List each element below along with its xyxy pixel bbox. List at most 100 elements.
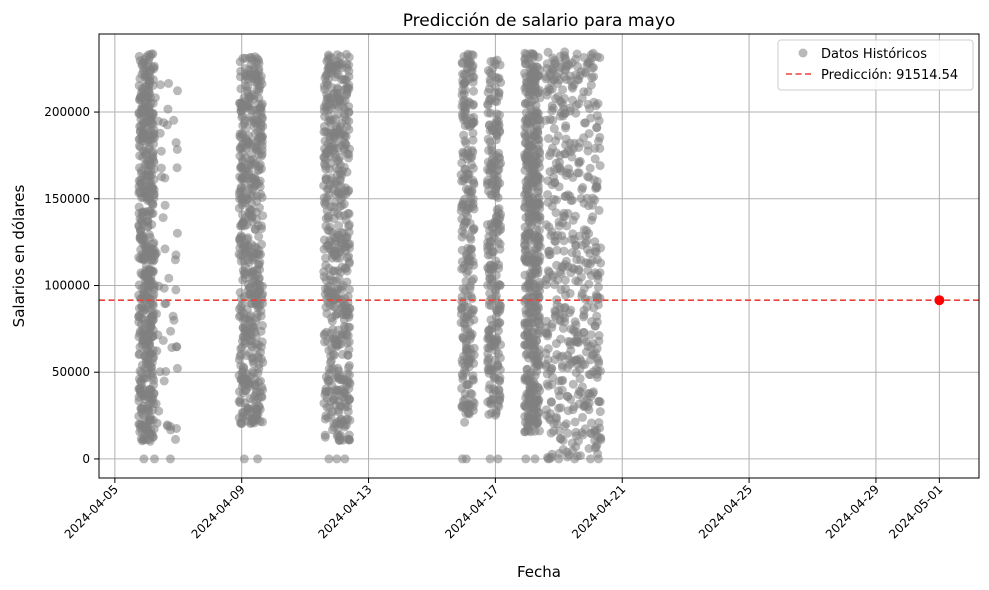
data-point bbox=[457, 264, 467, 274]
data-point bbox=[254, 352, 264, 362]
data-point bbox=[459, 222, 469, 232]
data-point bbox=[560, 275, 570, 285]
data-point bbox=[457, 214, 467, 224]
data-point bbox=[579, 327, 589, 337]
data-point bbox=[137, 436, 147, 446]
data-point bbox=[484, 353, 494, 363]
data-point bbox=[137, 69, 147, 79]
data-point bbox=[578, 412, 587, 422]
data-point bbox=[163, 104, 173, 114]
data-point bbox=[172, 363, 182, 373]
data-point bbox=[242, 331, 252, 341]
data-point bbox=[543, 381, 553, 391]
data-point bbox=[526, 300, 536, 309]
data-point bbox=[141, 407, 151, 417]
data-point bbox=[236, 302, 246, 312]
data-point bbox=[495, 60, 505, 70]
data-point bbox=[493, 193, 503, 203]
data-point bbox=[549, 124, 559, 134]
data-point bbox=[240, 379, 250, 389]
data-point bbox=[553, 131, 563, 141]
data-point bbox=[245, 211, 254, 221]
data-point bbox=[546, 397, 556, 407]
data-point bbox=[544, 250, 554, 260]
data-point bbox=[582, 302, 592, 312]
data-point bbox=[328, 248, 338, 258]
data-point bbox=[134, 252, 144, 262]
data-point bbox=[322, 94, 332, 104]
data-point bbox=[162, 120, 172, 130]
data-point bbox=[329, 145, 339, 155]
data-point bbox=[483, 175, 493, 185]
data-point bbox=[135, 121, 145, 131]
data-point bbox=[329, 302, 339, 312]
data-point bbox=[592, 369, 602, 379]
data-point bbox=[148, 267, 158, 277]
data-point bbox=[591, 242, 601, 252]
data-point bbox=[331, 400, 341, 410]
data-point bbox=[483, 237, 493, 247]
data-point bbox=[155, 367, 165, 377]
data-point bbox=[144, 144, 154, 154]
data-point bbox=[331, 339, 340, 349]
data-point bbox=[329, 99, 339, 109]
data-point bbox=[491, 150, 501, 160]
data-point bbox=[588, 255, 597, 265]
data-point bbox=[241, 323, 251, 333]
data-point bbox=[340, 109, 349, 119]
data-point bbox=[330, 266, 340, 276]
data-point bbox=[581, 258, 591, 268]
data-point bbox=[571, 427, 581, 437]
data-point bbox=[556, 269, 566, 279]
data-point bbox=[252, 297, 262, 307]
data-point bbox=[561, 134, 571, 144]
data-point bbox=[469, 86, 478, 96]
data-point bbox=[136, 168, 146, 178]
data-point bbox=[494, 160, 504, 170]
data-point bbox=[574, 158, 584, 168]
data-point bbox=[595, 293, 605, 303]
data-point bbox=[589, 303, 599, 313]
data-point bbox=[523, 390, 533, 400]
data-point bbox=[570, 454, 580, 464]
data-point bbox=[493, 361, 503, 371]
data-point bbox=[467, 389, 477, 399]
data-point bbox=[520, 320, 530, 330]
data-point bbox=[547, 106, 557, 116]
data-point bbox=[236, 66, 246, 76]
data-point bbox=[342, 232, 352, 242]
data-point bbox=[530, 426, 540, 436]
data-point bbox=[595, 53, 605, 63]
data-point bbox=[237, 175, 247, 184]
x-tick-label: 2024-04-17 bbox=[442, 482, 501, 541]
data-point bbox=[495, 212, 505, 222]
data-point bbox=[487, 70, 497, 80]
data-point bbox=[488, 277, 498, 287]
data-point bbox=[135, 294, 145, 304]
data-point bbox=[464, 401, 473, 411]
x-tick-label: 2024-04-05 bbox=[62, 482, 121, 541]
data-point bbox=[584, 444, 594, 453]
data-point bbox=[588, 200, 597, 210]
data-point bbox=[554, 182, 564, 192]
data-point bbox=[460, 417, 470, 427]
data-point bbox=[334, 407, 344, 417]
data-point bbox=[587, 63, 597, 73]
data-point bbox=[465, 218, 475, 228]
data-point bbox=[521, 154, 531, 164]
data-point bbox=[467, 294, 477, 304]
data-point bbox=[331, 189, 341, 199]
data-point bbox=[255, 265, 265, 275]
data-point bbox=[587, 418, 596, 428]
data-point bbox=[467, 276, 477, 286]
data-point bbox=[251, 282, 261, 292]
data-point bbox=[334, 386, 344, 395]
data-point bbox=[140, 305, 150, 314]
data-point bbox=[134, 141, 144, 151]
data-point bbox=[172, 144, 182, 154]
data-point bbox=[256, 376, 265, 386]
data-point bbox=[494, 263, 504, 273]
data-point bbox=[554, 217, 564, 227]
data-point bbox=[529, 377, 538, 387]
data-point bbox=[558, 100, 568, 110]
